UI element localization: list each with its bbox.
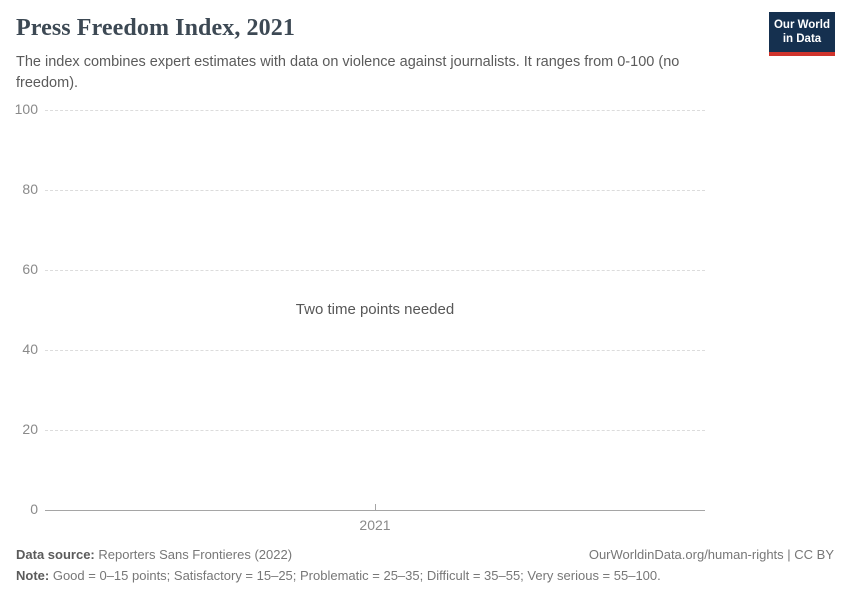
chart-message: Two time points needed <box>295 301 455 318</box>
data-source-text: Data source: Reporters Sans Frontieres (… <box>16 547 292 562</box>
owid-logo[interactable]: Our World in Data <box>769 12 835 56</box>
data-source-value: Reporters Sans Frontieres (2022) <box>98 547 293 562</box>
logo-text-line2: in Data <box>782 33 822 45</box>
y-axis-tick-label: 0 <box>30 501 38 517</box>
footer-source-row: Data source: Reporters Sans Frontieres (… <box>16 547 834 562</box>
y-axis-tick-label: 60 <box>22 261 38 277</box>
y-axis-tick-label: 80 <box>22 181 38 197</box>
y-axis-tick-label: 100 <box>14 101 38 117</box>
gridline <box>45 350 705 351</box>
page-title: Press Freedom Index, 2021 <box>16 15 295 41</box>
x-axis-tick-mark <box>375 504 376 510</box>
x-axis-tick-label: 2021 <box>359 517 391 533</box>
logo-text-line1: Our World <box>773 19 830 31</box>
chart-subtitle: The index combines expert estimates with… <box>16 54 680 91</box>
gridline <box>45 190 705 191</box>
y-axis-tick-label: 40 <box>22 341 38 357</box>
data-source-label: Data source: <box>16 547 95 562</box>
gridline <box>45 270 705 271</box>
note-value: Good = 0–15 points; Satisfactory = 15–25… <box>52 568 661 583</box>
gridline <box>45 110 705 111</box>
note-label: Note: <box>16 568 50 583</box>
footer-note-row: Note: Good = 0–15 points; Satisfactory =… <box>16 568 834 583</box>
x-axis-line <box>45 510 705 511</box>
attribution-link[interactable]: OurWorldinData.org/human-rights | CC BY <box>588 547 834 562</box>
y-axis-tick-label: 20 <box>22 421 38 437</box>
gridline <box>45 430 705 431</box>
